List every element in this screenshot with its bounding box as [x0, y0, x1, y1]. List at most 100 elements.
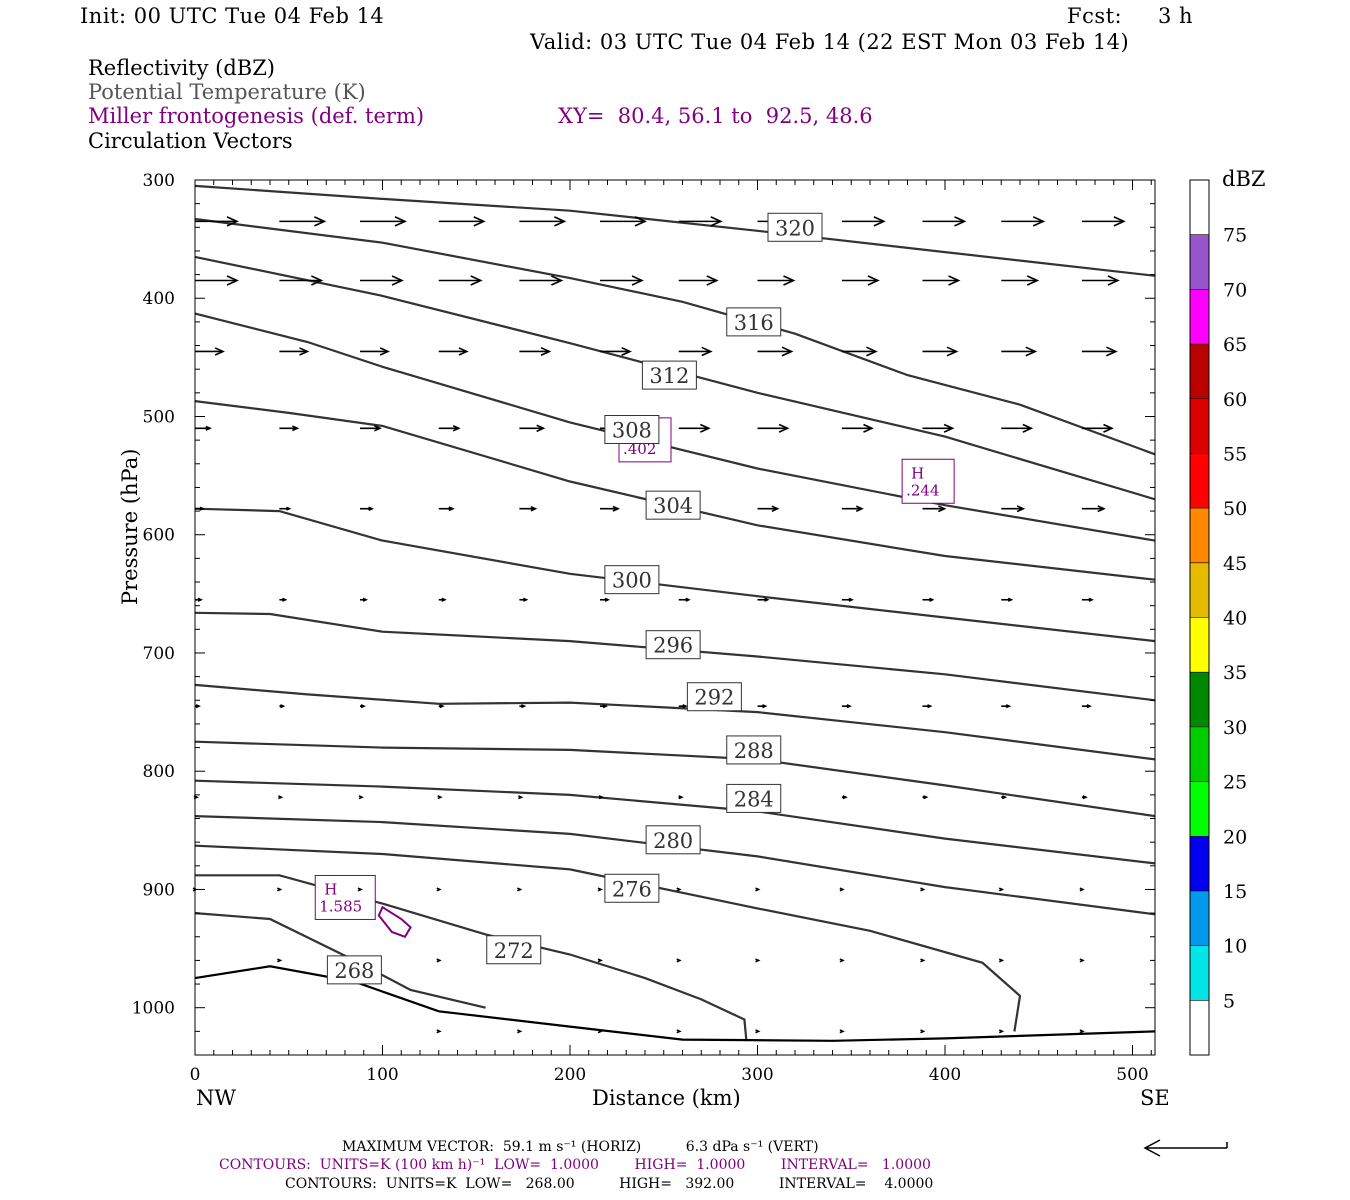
circulation-vector — [1001, 704, 1012, 709]
circulation-vector — [757, 275, 796, 286]
circulation-vector — [755, 887, 761, 892]
fronto-max-box-3 — [901, 458, 955, 504]
circulation-vector — [600, 275, 644, 286]
colorbar-segment — [1190, 1000, 1209, 1055]
colorbar-segment — [1190, 234, 1209, 290]
circulation-vector — [920, 1029, 926, 1034]
colorbar-label: 25 — [1223, 772, 1247, 794]
theta-contour-320 — [194, 184, 1156, 277]
circulation-vector — [438, 506, 455, 512]
y-tick-label: 600 — [143, 526, 175, 546]
circulation-vector — [1001, 346, 1038, 357]
fronto-contour-note: CONTOURS: UNITS=K (100 km h)⁻¹ LOW= 1.00… — [219, 1157, 931, 1173]
colorbar-segment — [1190, 726, 1209, 782]
circulation-vector — [438, 597, 447, 602]
circulation-vector — [678, 423, 711, 433]
circulation-vector — [757, 346, 794, 357]
circulation-vector — [841, 795, 848, 800]
circulation-vector — [1081, 704, 1092, 709]
y-tick-label: 400 — [143, 289, 175, 309]
circulation-vector — [360, 704, 366, 709]
theta-label-292: 292 — [694, 686, 734, 710]
colorbar-label: 50 — [1223, 498, 1247, 520]
circulation-vector — [922, 423, 955, 433]
circulation-vector — [600, 346, 632, 356]
circulation-vector — [678, 346, 713, 357]
circulation-vector — [517, 1029, 523, 1034]
circulation-vector — [360, 506, 374, 511]
colorbar-segment — [1190, 289, 1209, 345]
colorbar-label: 60 — [1223, 389, 1247, 411]
theta-label-284: 284 — [734, 787, 774, 811]
theta-label-288: 288 — [734, 739, 774, 763]
theta-label-304: 304 — [653, 494, 693, 518]
circulation-vector — [757, 505, 780, 512]
circulation-vector — [279, 597, 288, 602]
colorbar-segment — [1190, 781, 1209, 837]
circulation-vector — [841, 704, 852, 709]
theta-label-272: 272 — [494, 939, 534, 963]
circulation-vector — [841, 275, 880, 286]
x-tick-label: 100 — [366, 1065, 398, 1085]
circulation-vector — [357, 887, 363, 892]
circulation-vector — [195, 704, 201, 709]
circulation-vector — [519, 704, 527, 709]
colorbar-segment — [1190, 890, 1209, 946]
x-tick-label: 200 — [554, 1065, 586, 1085]
x-axis-title: Distance (km) — [592, 1086, 741, 1110]
terrain-line — [194, 965, 1156, 1042]
circulation-vector — [360, 425, 382, 432]
circulation-vector — [1081, 795, 1088, 800]
circulation-vector — [678, 275, 719, 286]
forecast-hour: Fcst: 3 h — [1067, 4, 1194, 28]
circulation-vector — [195, 347, 225, 356]
circulation-vector — [755, 958, 761, 963]
x-tick-label: 0 — [190, 1065, 201, 1085]
circulation-vector — [600, 597, 610, 602]
circulation-vector — [438, 425, 461, 432]
circulation-vector — [598, 795, 604, 800]
theta-contour-note: CONTOURS: UNITS=K LOW= 268.00 HIGH= 392.… — [285, 1176, 934, 1192]
theta-contour-276 — [194, 844, 1022, 1032]
colorbar-segment — [1190, 508, 1209, 563]
theta-contour-288 — [194, 740, 1156, 818]
circulation-vector — [360, 275, 404, 286]
theta-label-box-296 — [645, 630, 701, 660]
circulation-vector — [841, 597, 854, 602]
theta-label-box-316 — [726, 307, 782, 337]
circulation-vector — [922, 275, 961, 286]
field-reflectivity: Reflectivity (dBZ) — [88, 56, 276, 80]
circulation-vector — [1081, 346, 1118, 357]
circulation-vector — [841, 423, 874, 433]
theta-label-box-272 — [486, 935, 542, 965]
circulation-vector — [1001, 795, 1008, 800]
circulation-vector — [597, 958, 603, 963]
circulation-vector — [1001, 505, 1026, 513]
circulation-vector — [600, 216, 647, 227]
y-tick-label: 1000 — [132, 999, 175, 1019]
circulation-vector — [922, 597, 935, 602]
circulation-vector — [841, 216, 886, 227]
theta-label-308: 308 — [612, 418, 652, 442]
theta-label-box-320 — [767, 212, 823, 242]
fronto-max-value-2: .402 — [623, 440, 656, 458]
circulation-vector — [279, 275, 324, 286]
circulation-vector — [360, 347, 390, 356]
theta-contour-308 — [194, 312, 1156, 542]
circulation-vector — [1081, 275, 1120, 286]
colorbar-segment — [1190, 344, 1209, 399]
circulation-vector — [1081, 505, 1106, 513]
x-tick-label: 400 — [929, 1065, 961, 1085]
field-vectors: Circulation Vectors — [88, 129, 293, 153]
circulation-vector — [922, 216, 967, 227]
theta-label-276: 276 — [612, 877, 652, 901]
circulation-vector — [436, 887, 442, 892]
plot-frame — [194, 179, 1156, 1056]
circulation-vector — [195, 506, 205, 511]
colorbar-label: 10 — [1223, 936, 1247, 958]
field-frontogenesis: Miller frontogenesis (def. term) — [88, 104, 425, 128]
theta-label-box-280 — [645, 825, 701, 855]
colorbar-label: 15 — [1223, 881, 1247, 903]
circulation-vector — [676, 958, 682, 963]
